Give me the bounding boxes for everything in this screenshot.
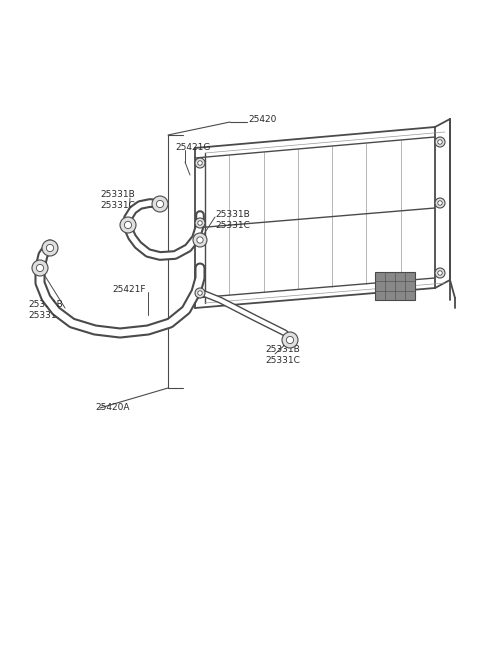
Circle shape (438, 140, 442, 144)
Text: 25421F: 25421F (112, 285, 145, 294)
Circle shape (438, 200, 442, 205)
Circle shape (435, 137, 445, 147)
Circle shape (195, 158, 205, 168)
Text: 25420: 25420 (248, 115, 276, 124)
Text: 25331C: 25331C (28, 311, 63, 320)
Text: 25420A: 25420A (95, 403, 130, 412)
Circle shape (198, 291, 202, 295)
Circle shape (282, 332, 298, 348)
Text: 25331B: 25331B (100, 190, 135, 199)
Circle shape (438, 271, 442, 275)
Text: 25421G: 25421G (175, 143, 210, 152)
Circle shape (120, 217, 136, 233)
Circle shape (124, 221, 132, 229)
Circle shape (287, 337, 294, 344)
Text: 25331B: 25331B (265, 345, 300, 354)
Text: 25331C: 25331C (215, 221, 250, 230)
Circle shape (195, 288, 205, 298)
Text: 25331B: 25331B (28, 300, 63, 309)
Circle shape (42, 240, 58, 256)
Circle shape (193, 233, 207, 247)
Text: 25331C: 25331C (100, 201, 135, 210)
Circle shape (195, 235, 205, 245)
Circle shape (197, 237, 203, 243)
Circle shape (195, 218, 205, 228)
Circle shape (435, 268, 445, 278)
Circle shape (198, 221, 202, 225)
Circle shape (47, 244, 54, 252)
Text: 25331B: 25331B (215, 210, 250, 219)
Circle shape (32, 260, 48, 276)
Circle shape (156, 200, 164, 208)
Circle shape (435, 198, 445, 208)
Circle shape (198, 238, 202, 242)
Circle shape (36, 265, 44, 272)
Circle shape (198, 160, 202, 165)
Bar (375, 272, 415, 300)
Text: 25331C: 25331C (265, 356, 300, 365)
Circle shape (152, 196, 168, 212)
